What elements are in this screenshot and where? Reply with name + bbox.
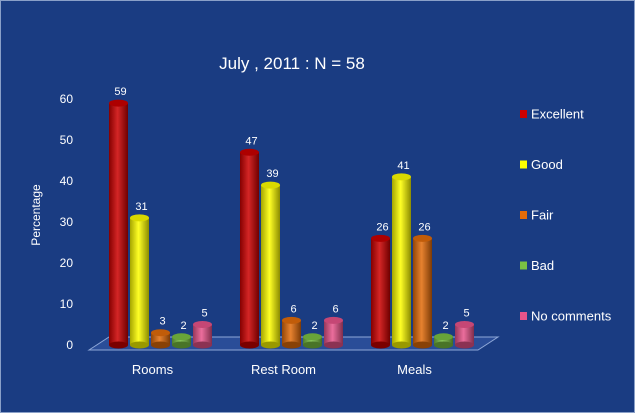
legend-item-good: Good [520, 157, 563, 172]
bar-rooms-excellent [109, 99, 128, 349]
category-label-rooms: Rooms [132, 362, 174, 377]
legend-item-excellent: Excellent [520, 107, 584, 122]
bar-meals-good [392, 173, 411, 349]
y-tick-label: 10 [60, 297, 74, 311]
legend-swatch [520, 211, 527, 219]
bar-rooms-fair [151, 329, 170, 349]
y-tick-label: 50 [60, 133, 74, 147]
bar-rest-room-no-comments [324, 316, 343, 349]
y-axis-label: Percentage [29, 184, 43, 246]
bar-rooms-no-comments [193, 321, 212, 349]
data-label: 2 [180, 320, 186, 332]
legend: Excellent Good Fair Bad No comments [520, 107, 612, 324]
data-label: 5 [201, 308, 207, 320]
data-label: 59 [114, 86, 126, 98]
data-label: 41 [397, 160, 409, 172]
legend-item-bad: Bad [520, 258, 554, 273]
legend-swatch [520, 261, 527, 270]
legend-item-no-comments: No comments [520, 309, 612, 324]
x-axis-categories: Rooms Rest Room Meals [132, 362, 432, 377]
legend-swatch [520, 160, 527, 169]
bar-rest-room-fair [282, 316, 301, 349]
bar-rooms-good [130, 214, 149, 349]
data-label: 3 [159, 316, 165, 328]
bar-rest-room-bad [303, 333, 322, 349]
legend-label: Good [531, 157, 563, 172]
y-tick-label: 30 [60, 215, 74, 229]
category-label-rest-room: Rest Room [251, 362, 316, 377]
legend-label: Fair [531, 208, 554, 223]
legend-label: No comments [531, 309, 612, 324]
data-label: 6 [290, 303, 296, 315]
y-tick-label: 60 [60, 92, 74, 106]
category-label-meals: Meals [397, 362, 432, 377]
data-label: 31 [135, 201, 147, 213]
data-label: 6 [332, 303, 338, 315]
bar-meals-excellent [371, 234, 390, 349]
legend-label: Bad [531, 258, 554, 273]
legend-swatch [520, 312, 527, 320]
y-tick-label: 0 [66, 338, 73, 352]
y-tick-label: 40 [60, 174, 74, 188]
bar-meals-no-comments [455, 321, 474, 349]
bar-rooms-bad [172, 333, 191, 349]
legend-swatch [520, 110, 527, 118]
chart-title: July , 2011 : N = 58 [219, 54, 365, 73]
data-label: 26 [418, 221, 430, 233]
legend-label: Excellent [531, 107, 584, 122]
bar-rest-room-good [261, 181, 280, 349]
data-label: 47 [245, 135, 257, 147]
bar-rest-room-excellent [240, 148, 259, 349]
legend-item-fair: Fair [520, 208, 554, 223]
y-tick-label: 20 [60, 256, 74, 270]
data-label: 2 [311, 320, 317, 332]
bar-meals-fair [413, 234, 432, 349]
data-label: 2 [442, 320, 448, 332]
data-label: 26 [376, 221, 388, 233]
data-label: 39 [266, 168, 278, 180]
data-label: 5 [463, 308, 469, 320]
bar-meals-bad [434, 333, 453, 349]
y-axis-ticks: 0 10 20 30 40 50 60 [60, 92, 74, 352]
